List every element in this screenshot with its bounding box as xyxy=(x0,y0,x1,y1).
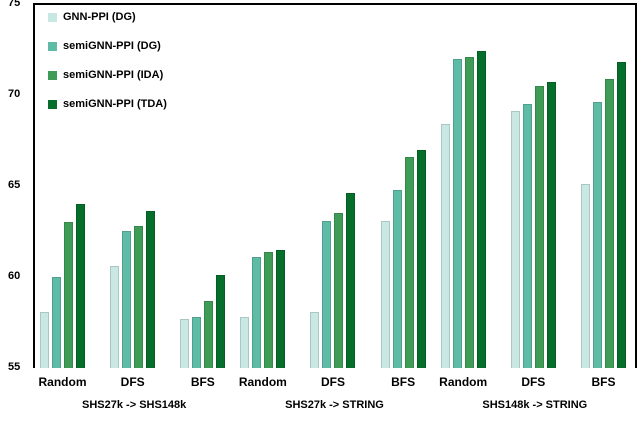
bar xyxy=(146,211,156,368)
bar xyxy=(134,226,144,368)
bar xyxy=(522,104,532,368)
bar xyxy=(592,102,602,368)
bar xyxy=(76,204,85,368)
bar xyxy=(52,277,61,368)
y-tick-label: 55 xyxy=(8,361,21,373)
dataset-label: SHS27k -> STRING xyxy=(285,399,384,411)
group-label: Random xyxy=(238,375,287,389)
bar xyxy=(464,57,474,368)
group-label: DFS xyxy=(120,375,145,389)
bar xyxy=(346,193,356,368)
bar xyxy=(392,190,402,368)
bar xyxy=(534,86,544,368)
bar-group-bfs: BFS xyxy=(580,4,626,389)
bar xyxy=(264,252,274,368)
legend-swatch-icon xyxy=(48,41,57,51)
bar xyxy=(192,317,202,368)
y-tick-label: 65 xyxy=(8,179,21,191)
dataset-section: Random DFS BFS SHS148k -> STRING xyxy=(435,4,635,411)
bar xyxy=(252,257,262,368)
bar-group-dfs: DFS xyxy=(310,4,356,389)
bar xyxy=(334,213,344,368)
group-label: BFS xyxy=(391,375,416,389)
group-label: Random xyxy=(439,375,488,389)
bar xyxy=(110,266,120,368)
y-tick-label: 60 xyxy=(8,270,21,282)
bar xyxy=(546,82,556,368)
legend-label: semiGNN-PPI (TDA) xyxy=(63,98,167,110)
legend-swatch-icon xyxy=(48,12,57,22)
bar xyxy=(380,221,390,368)
legend-label: semiGNN-PPI (DG) xyxy=(63,40,161,52)
bar-group-random: Random xyxy=(39,4,87,389)
legend-label: semiGNN-PPI (IDA) xyxy=(63,69,164,81)
group-label: DFS xyxy=(320,375,345,389)
legend-item: semiGNN-PPI (IDA) xyxy=(48,69,167,81)
bar-group-random: Random xyxy=(439,4,487,389)
dataset-label: SHS148k -> STRING xyxy=(482,399,588,411)
group-label: DFS xyxy=(521,375,546,389)
legend-swatch-icon xyxy=(48,99,57,109)
bar xyxy=(452,59,462,368)
bar xyxy=(604,79,614,368)
bar-group-random: Random xyxy=(239,4,287,389)
group-label: Random xyxy=(38,375,87,389)
bar xyxy=(180,319,190,368)
y-tick-label: 75 xyxy=(8,0,21,9)
legend-swatch-icon xyxy=(48,70,57,80)
legend-item: semiGNN-PPI (TDA) xyxy=(48,98,167,110)
legend-label: GNN-PPI (DG) xyxy=(63,11,136,23)
dataset-section: Random DFS BFS SHS27k -> SHS148k xyxy=(34,4,234,411)
bar xyxy=(122,231,132,368)
bar-group-bfs: BFS xyxy=(380,4,426,389)
y-tick-label: 70 xyxy=(8,88,21,100)
group-label: BFS xyxy=(190,375,215,389)
bar xyxy=(440,124,450,368)
bar xyxy=(204,301,214,368)
bar xyxy=(322,221,332,368)
bar xyxy=(476,51,486,368)
dataset-section: Random DFS BFS SHS27k -> STRING xyxy=(234,4,434,411)
bars-area: Random DFS BFS SHS27k -> SHS148k Random DFS BF… xyxy=(34,4,635,411)
legend-item: GNN-PPI (DG) xyxy=(48,11,167,23)
dataset-label: SHS27k -> SHS148k xyxy=(82,399,187,411)
bar xyxy=(64,222,73,368)
bar xyxy=(310,312,320,368)
bar-group-dfs: DFS xyxy=(110,4,156,389)
bar xyxy=(276,250,286,368)
bar-group-dfs: DFS xyxy=(510,4,556,389)
bar-group-bfs: BFS xyxy=(180,4,226,389)
bar xyxy=(40,312,49,368)
plot-border xyxy=(33,3,637,368)
bar xyxy=(580,184,590,368)
bar xyxy=(616,62,626,368)
bar xyxy=(510,111,520,368)
bar xyxy=(416,150,426,368)
legend-item: semiGNN-PPI (DG) xyxy=(48,40,167,52)
bar xyxy=(216,275,226,368)
bar xyxy=(240,317,250,368)
group-label: BFS xyxy=(591,375,616,389)
bar xyxy=(404,157,414,368)
legend: GNN-PPI (DG) semiGNN-PPI (DG) semiGNN-PPI … xyxy=(48,11,167,110)
